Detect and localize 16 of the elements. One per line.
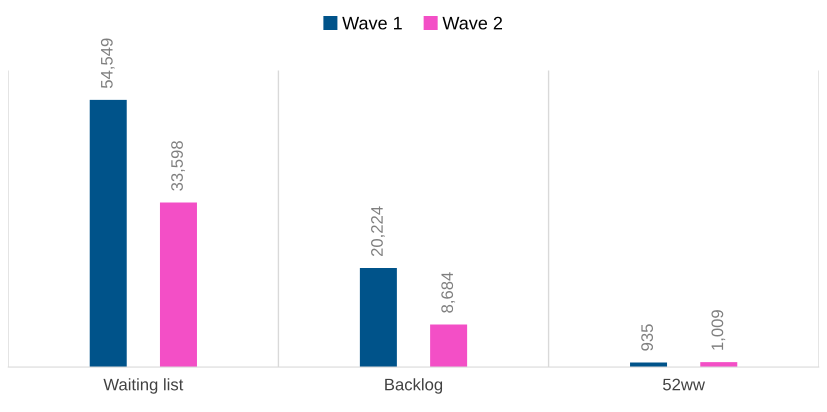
data-label: 20,224 <box>371 206 385 256</box>
legend-label: Wave 1 <box>342 16 402 30</box>
x-tick-label: Waiting list <box>103 378 184 394</box>
x-tick-label: Backlog <box>385 378 442 394</box>
bar <box>430 324 468 368</box>
data-label: 935 <box>641 324 654 351</box>
bar <box>90 100 127 368</box>
x-tick-label: 52ww <box>663 378 705 390</box>
data-label: 33,598 <box>171 141 185 191</box>
data-label: 1,009 <box>711 310 726 350</box>
bar <box>360 268 397 368</box>
legend-label: Wave 2 <box>442 16 502 30</box>
bar <box>700 362 738 368</box>
bar <box>160 202 197 368</box>
data-label: 54,549 <box>100 38 115 88</box>
data-label: 8,684 <box>441 272 456 313</box>
